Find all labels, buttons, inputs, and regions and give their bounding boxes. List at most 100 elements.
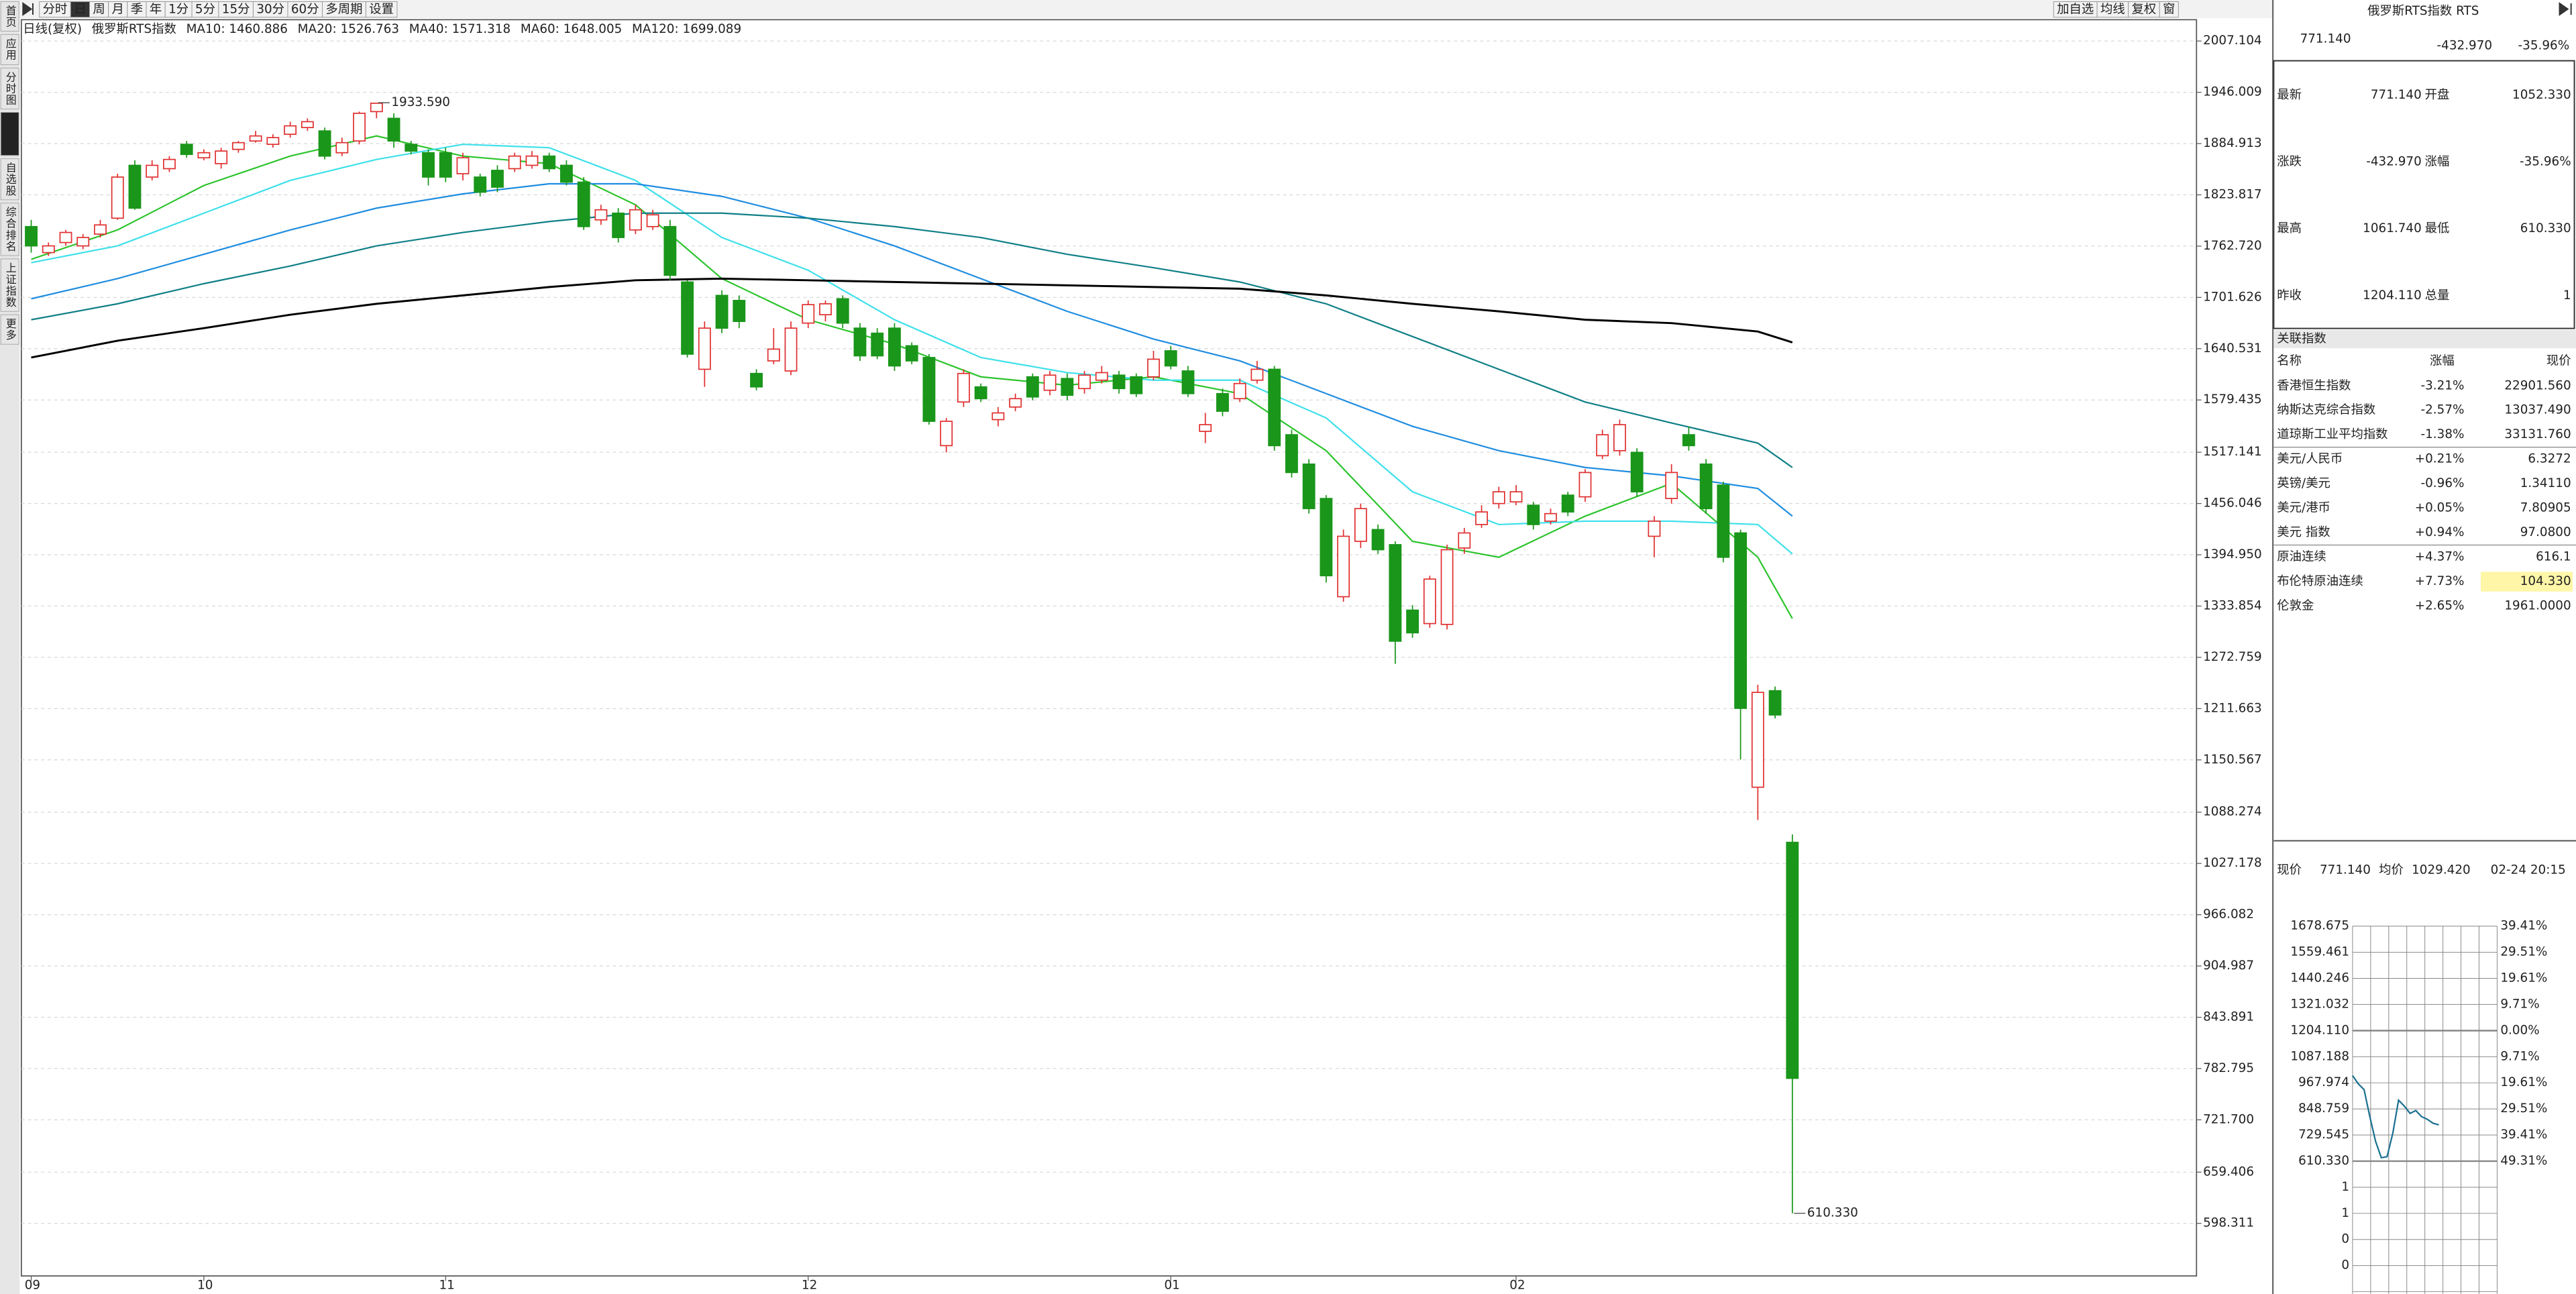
sidebar-item[interactable] [0,67,19,110]
price-tick: 1087.188 [2290,1049,2349,1063]
toolbar-icon[interactable] [22,2,34,16]
candle-body [594,209,608,221]
quote-label: 涨跌 [2277,155,2302,169]
candle-body [646,214,659,227]
sidebar-item[interactable] [0,1,19,32]
period-label[interactable]: 月 [112,3,124,17]
candle-body [629,209,642,231]
volume-tick: 1 [2341,1206,2349,1220]
candle-body [405,144,418,152]
annotation: 1933.590 [391,95,450,109]
tool-label[interactable]: 窗 [2163,3,2175,17]
price-tick: 610.330 [2298,1154,2349,1168]
candle-body [905,345,918,362]
legend-entry: MA60: 1648.005 [521,22,622,36]
pct-tick: 29.51% [2500,945,2547,959]
related-title: 关联指数 [2277,332,2326,346]
related-name[interactable]: 美元/人民币 [2277,452,2343,466]
sidebar-item[interactable] [0,258,19,312]
sidebar-label[interactable]: 首页 [4,5,17,28]
candle-body [1130,376,1143,394]
tool-label[interactable]: 均线 [2100,3,2125,17]
period-label[interactable]: 周 [93,3,105,17]
quote-change: -432.970 [2437,39,2493,53]
y-tick-label: 843.891 [2203,1010,2254,1024]
period-label[interactable]: 多周期 [325,3,362,17]
intraday-label: 771.140 [2320,863,2371,877]
candle-body [318,130,331,157]
related-name[interactable]: 香港恒生指数 [2277,378,2351,392]
y-tick-label: 782.795 [2203,1061,2254,1075]
candle-body [1699,463,1713,510]
period-label[interactable]: 15分 [222,3,250,17]
related-name[interactable]: 原油连续 [2277,550,2326,564]
period-label[interactable]: 1分 [168,3,189,17]
sidebar-label[interactable]: 应用 [4,37,17,60]
related-name[interactable]: 纳斯达克综合指数 [2277,403,2375,417]
related-price: 13037.490 [2504,403,2571,417]
related-name[interactable]: 美元/港币 [2277,501,2330,515]
quote-value: -35.96% [2520,155,2571,169]
sidebar-item[interactable] [0,34,19,65]
tool-label[interactable]: 加自选 [2057,3,2094,17]
sidebar-item[interactable] [0,158,19,201]
y-tick-label: 2007.104 [2203,34,2262,48]
related-price: 33131.760 [2504,427,2571,441]
candle-body [991,412,1005,421]
period-label[interactable]: 季 [131,3,143,17]
sidebar-item[interactable] [0,314,19,345]
sidebar-item[interactable] [0,111,19,156]
related-name[interactable]: 伦敦金 [2277,599,2314,613]
period-label[interactable]: 60分 [291,3,319,17]
candle-body [353,113,366,142]
period-label[interactable]: 年 [150,3,162,17]
sidebar-label[interactable]: 综合排名 [4,207,17,253]
candle-body [491,170,504,188]
tool-button[interactable] [2159,1,2179,18]
sidebar-item[interactable] [0,203,19,256]
sidebar-label[interactable]: 自选股 [4,162,17,197]
candle-body [1268,368,1281,447]
related-name[interactable]: 道琼斯工业平均指数 [2277,427,2387,441]
related-name[interactable]: 美元 指数 [2277,525,2330,539]
sidebar-label[interactable]: 分时图 [4,71,17,105]
candle-body [1406,609,1419,634]
candle-body [663,225,677,276]
legend-entry: MA10: 1460.886 [186,22,288,36]
intraday-label: 现价 [2277,863,2302,877]
period-label[interactable]: 设置 [369,3,394,17]
x-tick-label: 12 [802,1279,817,1293]
candle-body [1786,841,1799,1079]
candle-body [1250,368,1264,381]
candle-body [474,176,487,193]
legend-name: 俄罗斯RTS指数 [92,22,176,36]
period-label[interactable]: 5分 [195,3,215,17]
period-label[interactable]: 日 [74,3,86,17]
y-tick-label: 1762.720 [2203,239,2262,253]
candle-body [111,176,124,219]
candle-body [439,152,452,178]
pct-tick: 19.61% [2500,1075,2547,1089]
related-name[interactable]: 英镑/美元 [2277,476,2330,490]
price-tick: 1321.032 [2290,997,2349,1011]
related-name[interactable]: 布伦特原油连续 [2277,574,2363,588]
quote-price: 771.140 [2300,32,2351,46]
quote-label: 最新 [2277,88,2302,102]
candle-body [940,421,953,447]
period-label[interactable]: 分时 [43,3,68,17]
candle-body [1009,398,1022,408]
tool-label[interactable]: 复权 [2132,3,2157,17]
candle-body [1078,374,1091,390]
sidebar-label[interactable]: 上证指数 [4,262,17,309]
y-tick-label: 721.700 [2203,1112,2254,1126]
y-tick-label: 1640.531 [2203,341,2262,356]
period-label[interactable]: 30分 [256,3,284,17]
candle-body [871,332,884,357]
candle-body [802,304,815,324]
y-tick-label: 1394.950 [2203,547,2262,561]
toolbar-icon[interactable] [2559,2,2572,16]
col-header: 涨幅 [2430,354,2455,368]
sidebar-label[interactable]: 更多 [4,318,17,341]
sidebar-label[interactable]: K线图 [4,115,17,152]
period-button[interactable] [365,1,398,18]
